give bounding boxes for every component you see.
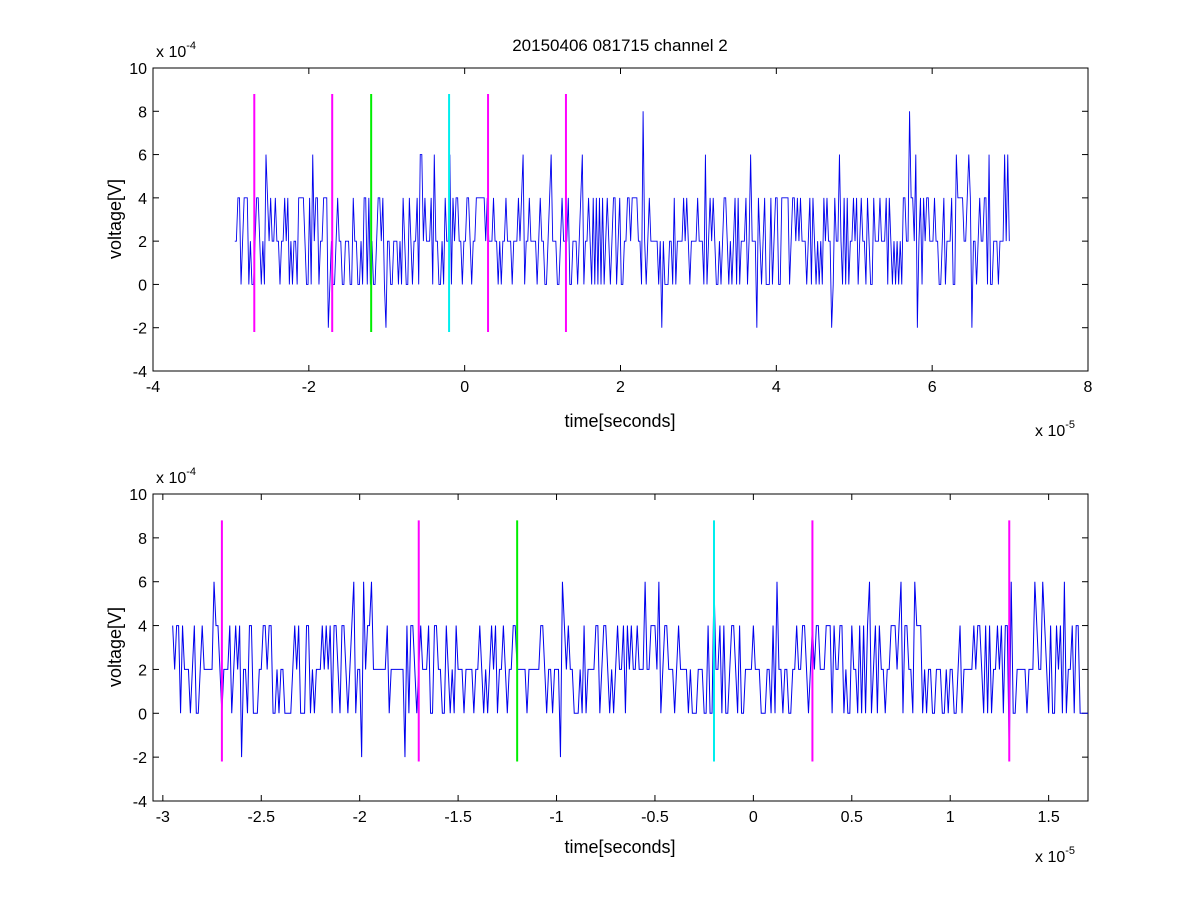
plot-bottom-xtick-label: 0.5 (841, 809, 863, 826)
plot-top-ylabel: voltage[V] (105, 179, 125, 259)
plot-top-xtick-label: 8 (1084, 379, 1093, 396)
plot-bottom-ytick-label: 2 (138, 662, 147, 679)
plot-top-y-exponent: x 10-4 (156, 40, 196, 61)
plot-top-xtick-label: -4 (146, 379, 160, 396)
plot-bottom-xtick-label: -3 (156, 809, 170, 826)
figure-title: 20150406 081715 channel 2 (512, 36, 728, 55)
plot-top-xtick-label: 0 (460, 379, 469, 396)
plot-top-ytick-label: 0 (138, 277, 147, 294)
plot-top-ytick-label: -4 (133, 364, 147, 381)
plot-bottom-ylabel: voltage[V] (105, 607, 125, 687)
plot-bottom-signal-group (172, 581, 1088, 758)
plot-bottom-ytick-label: 8 (138, 531, 147, 548)
plot-bottom-ytick-label: 4 (138, 619, 147, 636)
plot-bottom: -3 -2.5 -2 -1.5 -1 -0.5 0 0.5 1 1.5 -4 -2 0 2 4 6 8 10 ti… (105, 466, 1089, 866)
plot-bottom-x-exponent-base: x 10 (1035, 849, 1065, 866)
plot-top-ytick-label: 8 (138, 104, 147, 121)
plot-top-ytick-label: 2 (138, 234, 147, 251)
plot-bottom-ytick-label: 0 (138, 706, 147, 723)
plot-top-signal-line (234, 111, 1010, 328)
plot-top-markers (253, 93, 567, 333)
plot-top-x-exponent: x 10-5 (1035, 419, 1075, 440)
plot-bottom-markers (220, 520, 1011, 762)
plot-bottom-xtick-label: -0.5 (641, 809, 669, 826)
plot-top-ytick-label: 4 (138, 191, 147, 208)
plot-bottom-ticks: -3 -2.5 -2 -1.5 -1 -0.5 0 0.5 1 1.5 -4 -2 0 2 4 6 8 10 (129, 487, 1088, 826)
plot-top-ticks: -4 -2 0 2 4 6 8 -4 -2 0 2 4 6 8 10 (129, 61, 1092, 396)
plot-bottom-xtick-label: -1.5 (444, 809, 472, 826)
plot-top-ytick-label: 6 (138, 148, 147, 165)
plot-top-xlabel: time[seconds] (564, 411, 675, 431)
plot-top-xtick-label: 2 (616, 379, 625, 396)
plot-bottom-y-exponent-base: x 10 (156, 470, 186, 487)
plot-bottom-xtick-label: 1 (946, 809, 955, 826)
plot-top-ytick-label: 10 (129, 61, 147, 78)
plot-top-y-exponent-power: -4 (186, 40, 196, 52)
plot-bottom-xtick-label: -2.5 (247, 809, 275, 826)
plot-top-ytick-label: -2 (133, 321, 147, 338)
plot-bottom-xlabel: time[seconds] (564, 837, 675, 857)
plot-bottom-y-exponent-power: -4 (186, 466, 196, 478)
plot-bottom-ytick-label: -2 (133, 750, 147, 767)
plot-bottom-ytick-label: -4 (133, 794, 147, 811)
plot-top-x-exponent-base: x 10 (1035, 423, 1065, 440)
plot-bottom-ytick-label: 10 (129, 487, 147, 504)
plot-top-xtick-label: 6 (928, 379, 937, 396)
plot-bottom-xtick-label: 1.5 (1038, 809, 1060, 826)
plot-bottom-xtick-label: -2 (353, 809, 367, 826)
plot-top-y-exponent-base: x 10 (156, 44, 186, 61)
plot-bottom-x-exponent: x 10-5 (1035, 845, 1075, 866)
plot-top-xtick-label: -2 (302, 379, 316, 396)
plot-bottom-ytick-label: 6 (138, 575, 147, 592)
plot-top-x-exponent-power: -5 (1065, 419, 1075, 431)
plot-bottom-x-exponent-power: -5 (1065, 845, 1075, 857)
plot-top-xtick-label: 4 (772, 379, 781, 396)
plot-bottom-xtick-label: 0 (749, 809, 758, 826)
plot-bottom-xtick-label: -1 (549, 809, 563, 826)
plot-bottom-y-exponent: x 10-4 (156, 466, 196, 487)
plot-bottom-signal-line (172, 581, 1088, 758)
plot-top: -4 -2 0 2 4 6 8 -4 -2 0 2 4 6 8 10 time[seconds] volta… (105, 40, 1093, 440)
plot-top-signal-group (234, 111, 1010, 328)
